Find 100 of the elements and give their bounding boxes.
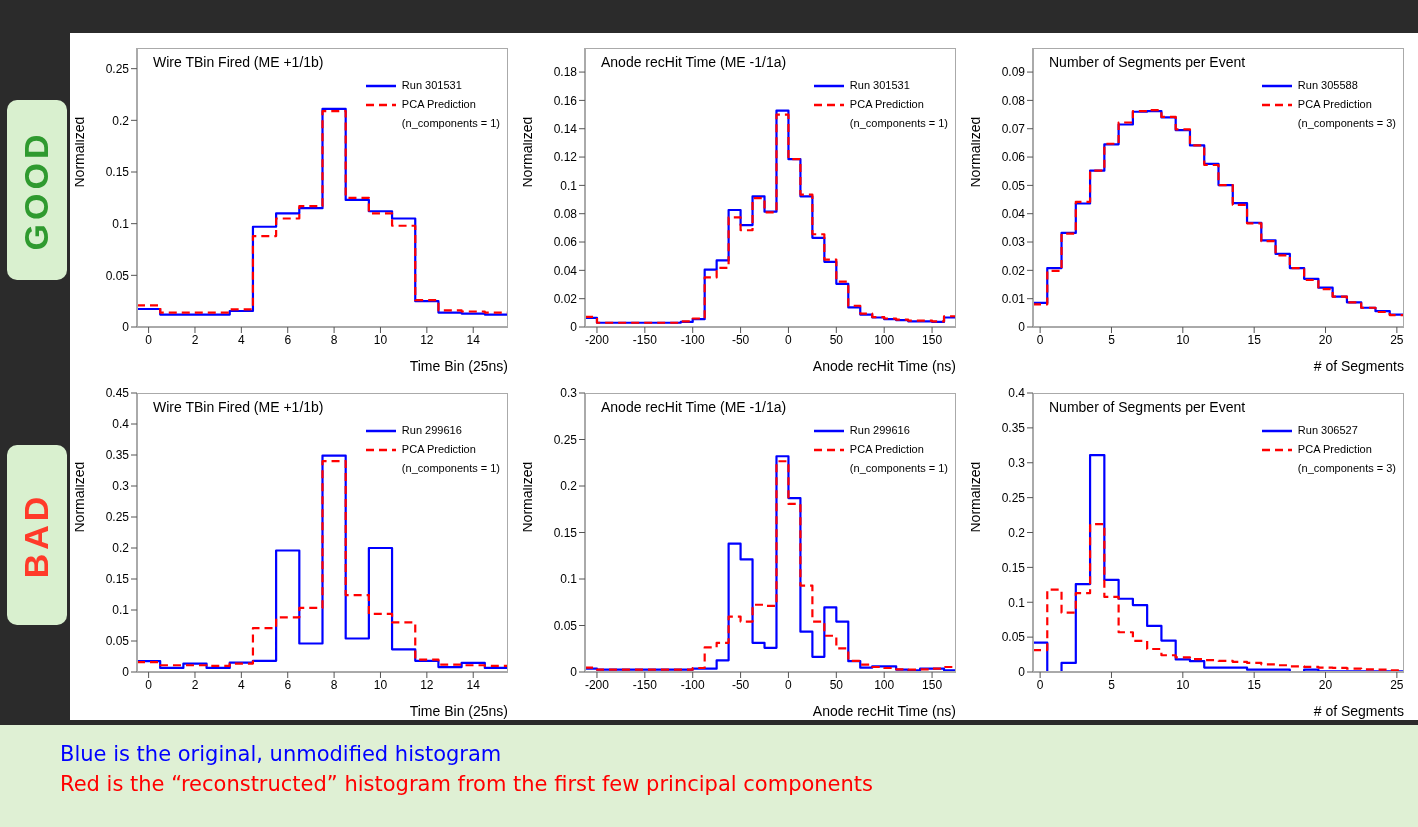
legend-label: Run 299616 [849,423,910,438]
x-tick-label: 15 [1247,332,1262,347]
y-tick-label: 0.06 [1001,150,1026,165]
annotation: (n_components = 1) [848,116,948,131]
x-tick-label: 4 [238,677,245,692]
y-tick-label: 0.04 [553,263,578,278]
x-tick-label: 10 [373,677,388,692]
annotation: (n_components = 1) [400,116,500,131]
x-axis-title: Time Bin (25ns) [409,703,508,719]
legend-label: Run 306527 [1297,423,1358,438]
y-tick-label: 0.1 [560,572,578,587]
y-tick-label: 0.18 [553,65,578,80]
x-axis-title: Anode recHit Time (ns) [812,358,956,374]
annotation: (n_components = 1) [400,461,500,476]
chart-title: Number of Segments per Event [1049,54,1246,70]
x-tick-label: 15 [1247,677,1262,692]
y-tick-label: 0 [570,665,578,680]
y-tick-label: 0.45 [105,386,130,401]
x-axis-title: # of Segments [1313,703,1404,719]
legend-label: Run 305588 [1297,78,1358,93]
y-tick-label: 0.3 [1008,456,1026,471]
text: Blue is the original, unmodified histogram [60,741,503,768]
y-tick-label: 0.25 [105,61,130,76]
x-tick-label: 0 [785,332,793,347]
y-tick-label: 0.2 [1008,525,1026,540]
y-tick-label: 0.2 [112,541,130,556]
x-tick-label: 50 [829,332,844,347]
legend-label: Run 301531 [849,78,910,93]
x-tick-label: 10 [1176,332,1190,347]
y-tick-label: 0.15 [1001,560,1026,575]
chart-title: Wire TBin Fired (ME +1/1b) [153,54,324,70]
sticky-note: BAD [7,445,67,625]
x-tick-label: 25 [1390,677,1404,692]
y-tick-label: 0.25 [105,510,130,525]
x-tick-label: 10 [373,332,388,347]
x-tick-label: 14 [466,332,481,347]
x-tick-label: 100 [874,332,895,347]
x-axis-title: Time Bin (25ns) [409,358,508,374]
y-tick-label: 0.04 [1001,206,1026,221]
y-tick-label: 0.1 [112,216,130,231]
x-tick-label: 2 [191,677,199,692]
legend-label: PCA Prediction [1297,442,1372,457]
x-tick-label: 8 [330,677,338,692]
x-tick-label: 5 [1108,332,1116,347]
chart-title: Anode recHit Time (ME -1/1a) [601,399,787,415]
x-tick-label: -200 [584,332,610,347]
legend-label: PCA Prediction [401,97,476,112]
y-tick-label: 0.3 [112,479,130,494]
y-tick-label: 0.09 [1001,65,1026,80]
legend-label: Run 301531 [401,78,462,93]
legend-label: PCA Prediction [1297,97,1372,112]
y-tick-label: 0.1 [560,178,578,193]
x-axis-title: Anode recHit Time (ns) [812,703,956,719]
y-tick-label: 0.05 [553,618,578,633]
x-tick-label: 150 [922,332,943,347]
chart-title: Number of Segments per Event [1049,399,1246,415]
chart-title: Wire TBin Fired (ME +1/1b) [153,399,324,415]
y-tick-label: 0.2 [560,479,578,494]
y-tick-label: 0 [1018,665,1026,680]
y-tick-label: 0.08 [553,206,578,221]
y-tick-label: 0.05 [105,268,130,283]
x-tick-label: 0 [1036,677,1044,692]
x-tick-label: 12 [420,332,434,347]
x-tick-label: 25 [1390,332,1404,347]
chart-title: Anode recHit Time (ME -1/1a) [601,54,787,70]
y-tick-label: 0.12 [553,150,578,165]
x-tick-label: 150 [922,677,943,692]
x-tick-label: 100 [874,677,895,692]
y-tick-label: 0.25 [553,432,578,447]
y-tick-label: 0.2 [112,113,130,128]
y-tick-label: 0.1 [1008,595,1026,610]
x-tick-label: 5 [1108,677,1116,692]
y-tick-label: 0 [122,320,130,335]
x-tick-label: -50 [731,677,750,692]
x-axis-title: # of Segments [1313,358,1404,374]
x-tick-label: 8 [330,332,338,347]
sticky-note: GOOD [7,100,67,280]
x-tick-label: 20 [1318,677,1333,692]
y-tick-label: 0.08 [1001,93,1026,108]
x-tick-label: 20 [1318,332,1333,347]
y-tick-label: 0.05 [105,634,130,649]
y-tick-label: 0.15 [105,572,130,587]
y-tick-label: 0.02 [1001,263,1026,278]
x-tick-label: -150 [632,332,658,347]
x-tick-label: 0 [785,677,793,692]
annotation: (n_components = 3) [1296,461,1396,476]
y-tick-label: 0.15 [553,525,578,540]
y-tick-label: 0.25 [1001,490,1026,505]
x-tick-label: 4 [238,332,245,347]
y-tick-label: 0 [122,665,130,680]
y-tick-label: 0.4 [112,417,130,432]
y-tick-label: 0 [570,320,578,335]
annotation: (n_components = 3) [1296,116,1396,131]
x-tick-label: -200 [584,677,610,692]
y-tick-label: 0 [1018,320,1026,335]
annotation: (n_components = 1) [848,461,948,476]
y-tick-label: 0.35 [105,448,130,463]
text: Red is the “reconstructed” histogram from the first few principal components [60,771,875,798]
y-tick-label: 0.1 [112,603,130,618]
x-tick-label: 14 [466,677,481,692]
